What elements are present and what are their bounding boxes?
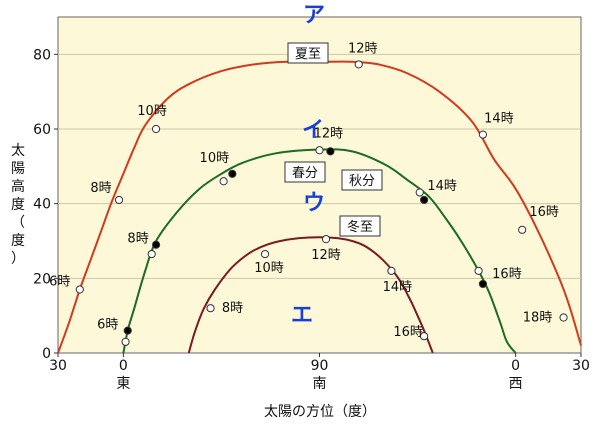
x-tick-label: 30 [49,358,67,374]
hour-label: 12時 [348,41,378,56]
season-label-spring: 春分 [284,161,326,183]
hour-label: 14時 [383,280,413,295]
hour-marker [206,304,215,313]
y-axis-title-char: 陽 [11,161,25,177]
y-tick-label: 80 [33,47,51,63]
kana-label-e: エ [291,303,313,328]
hour-marker [151,240,161,249]
hour-label: 18時 [523,311,553,326]
hour-marker [219,177,228,186]
y-tick-label: 0 [42,346,51,362]
season-label-summer: 夏至 [287,42,329,64]
x-axis-title: 太陽の方位（度） [264,404,376,420]
hour-marker [518,225,527,234]
hour-marker [387,266,396,275]
x-axis-ticks: 30 0 90 0 30 [49,353,590,374]
svg-text:秋分: 秋分 [349,174,375,189]
hour-label: 8時 [127,232,148,247]
hour-marker [121,337,130,346]
y-axis-title-char: 太 [11,143,25,159]
season-label-autumn: 秋分 [341,169,383,191]
direction-label: 東 [116,376,130,392]
hour-label: 10時 [254,261,284,276]
hour-marker [321,235,331,244]
hour-label: 6時 [49,275,70,290]
hour-marker [315,146,324,155]
plot-background [57,16,582,354]
x-tick-label: 30 [572,358,590,374]
hour-marker [420,195,429,205]
y-tick-label: 20 [33,271,51,287]
direction-labels: 東南西 [116,376,522,392]
hour-markers [75,60,568,346]
hour-label: 10時 [200,151,230,166]
hour-marker [326,147,335,156]
svg-text:夏至: 夏至 [295,47,321,62]
svg-text:冬至: 冬至 [347,219,373,235]
y-axis-title-char: 度 [11,233,25,249]
y-tick-label: 60 [33,122,51,138]
hour-labels: 6時 8時 10時 12時 14時 16時 18時 6時 8時 10時 12時 14時 16時 8時 10時… [49,41,559,340]
hour-marker [114,195,124,205]
hour-marker [151,124,161,134]
hour-label: 16時 [529,205,559,220]
hour-label: 14時 [484,112,514,127]
direction-label: 南 [313,376,327,392]
x-tick-label: 0 [119,358,128,374]
hour-marker [260,249,270,259]
hour-marker [123,326,132,335]
hour-marker [478,130,488,139]
hour-marker [75,285,84,294]
y-axis-title-char: ） [11,251,25,267]
hour-label: 8時 [222,301,243,316]
hour-marker [415,188,424,197]
hour-label: 14時 [427,179,457,194]
y-axis-ticks: 0 20 40 60 80 [33,47,58,362]
hour-marker [228,169,237,178]
hour-label: 16時 [393,325,423,340]
y-axis-title-char: （ [11,215,25,231]
hour-label: 8時 [90,181,111,196]
hour-marker [147,249,156,259]
series-line-0 [57,60,582,354]
kana-label-u: ウ [303,191,325,216]
direction-label: 西 [509,376,523,392]
series-line-2 [187,236,434,354]
hour-marker [478,279,488,289]
hour-label: 16時 [492,267,522,282]
hour-marker [474,266,483,275]
season-label-winter: 冬至 [339,215,381,237]
y-axis-title-char: 度 [11,197,25,213]
x-tick-label: 90 [311,358,329,374]
hour-label: 12時 [311,248,341,263]
hour-label: 12時 [314,126,344,141]
hour-label: 10時 [137,104,167,119]
y-tick-label: 40 [33,197,51,213]
kana-label-i: イ [302,118,324,143]
hour-marker [559,313,568,322]
x-tick-label: 0 [511,358,520,374]
hour-label: 6時 [97,318,118,333]
kana-label-a: ア [303,3,325,28]
hour-marker [354,60,363,69]
svg-text:春分: 春分 [292,166,318,181]
y-axis-title-char: 高 [11,178,25,195]
hour-marker [420,332,429,341]
